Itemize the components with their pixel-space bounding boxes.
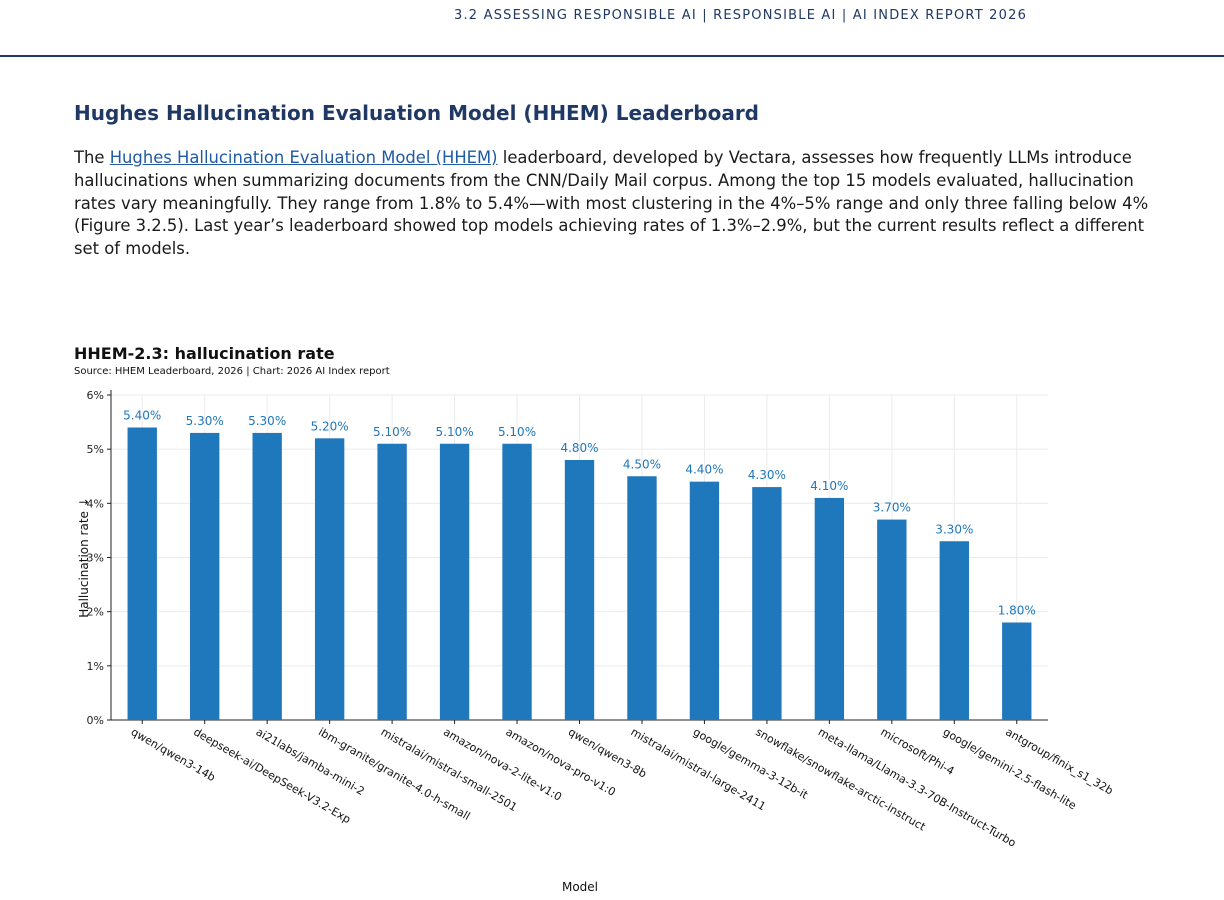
- bar-value-label: 4.80%: [560, 441, 598, 455]
- bar-value-label: 5.10%: [373, 425, 411, 439]
- bar: [439, 443, 470, 720]
- bar: [752, 487, 782, 720]
- x-tick-label: amazon/nova-pro-v1:0: [504, 725, 618, 798]
- x-tick-label: ai21labs/jamba-mini-2: [254, 725, 367, 798]
- bar-value-label: 5.40%: [123, 409, 161, 423]
- bar: [627, 476, 657, 720]
- bar-chart: 0%1%2%3%4%5%6%5.40%qwen/qwen3-14b5.30%de…: [77, 389, 1115, 894]
- bar: [689, 481, 720, 720]
- chart-title: HHEM-2.3: hallucination rate: [74, 344, 335, 363]
- y-tick-label: 2%: [87, 606, 104, 619]
- bar-value-label: 5.30%: [248, 414, 286, 428]
- bar-value-label: 3.70%: [873, 501, 911, 515]
- bar-value-label: 3.30%: [935, 522, 973, 536]
- header-divider: [0, 55, 1224, 57]
- bar: [502, 443, 532, 720]
- y-axis-title: Hallucination rate ↓: [77, 497, 91, 618]
- y-tick-label: 0%: [87, 714, 104, 727]
- bar-value-label: 4.50%: [623, 457, 661, 471]
- paragraph-rest: leaderboard, developed by Vectara, asses…: [74, 148, 1149, 259]
- y-tick-label: 5%: [87, 443, 104, 456]
- y-tick-label: 4%: [87, 497, 104, 510]
- bar-value-label: 5.30%: [186, 414, 224, 428]
- chart-source: Source: HHEM Leaderboard, 2026 | Chart: …: [74, 366, 390, 377]
- bar: [314, 438, 345, 720]
- bar: [877, 519, 907, 720]
- bar: [377, 443, 407, 720]
- bar-value-label: 4.40%: [685, 463, 723, 477]
- x-axis-title: Model: [562, 880, 598, 894]
- bar-value-label: 5.20%: [311, 419, 349, 433]
- bar-value-label: 4.10%: [810, 479, 848, 493]
- body-paragraph: The Hughes Hallucination Evaluation Mode…: [74, 147, 1154, 261]
- bar-value-label: 5.10%: [498, 425, 536, 439]
- x-tick-label: google/gemma-3-12b-it: [691, 725, 811, 802]
- y-tick-label: 3%: [87, 552, 104, 565]
- hhem-link[interactable]: Hughes Hallucination Evaluation Model (H…: [109, 148, 498, 167]
- section-title: Hughes Hallucination Evaluation Model (H…: [74, 101, 759, 125]
- bar: [939, 541, 969, 720]
- bar: [190, 432, 220, 720]
- paragraph-lead: The: [74, 148, 110, 167]
- bar: [127, 427, 157, 720]
- bar: [252, 432, 282, 720]
- x-tick-label: antgroup/finix_s1_32b: [1003, 725, 1115, 797]
- report-breadcrumb: 3.2 ASSESSING RESPONSIBLE AI | RESPONSIB…: [454, 8, 1028, 23]
- bar: [814, 497, 845, 720]
- bar: [1002, 622, 1032, 720]
- bar: [564, 460, 595, 720]
- y-tick-label: 1%: [87, 660, 104, 673]
- y-tick-label: 6%: [87, 389, 104, 402]
- bar-value-label: 4.30%: [748, 468, 786, 482]
- bar-value-label: 5.10%: [436, 425, 474, 439]
- bar-value-label: 1.80%: [998, 604, 1036, 618]
